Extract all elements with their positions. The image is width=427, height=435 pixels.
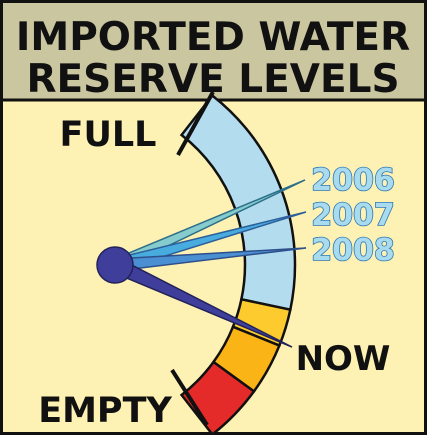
title-line: IMPORTED WATER (16, 15, 410, 60)
year-label: 2007 (311, 198, 395, 233)
full-tick (176, 91, 215, 156)
gauge-arc (179, 93, 297, 435)
empty-label: EMPTY (38, 391, 172, 431)
hub (96, 246, 134, 284)
now-label: NOW (296, 339, 391, 379)
title-band (3, 3, 424, 100)
year-label: 2006 (311, 163, 395, 198)
year-label: 2008 (311, 233, 395, 268)
empty-tick (170, 368, 209, 427)
full-label: FULL (60, 115, 157, 155)
